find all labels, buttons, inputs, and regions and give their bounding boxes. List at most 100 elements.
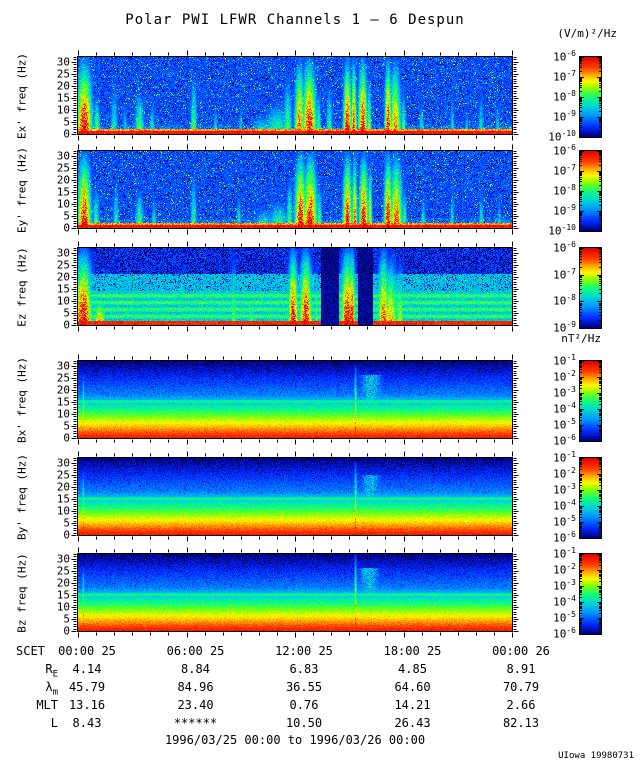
spectrogram-canvas-ey xyxy=(71,144,519,235)
colorbar-tick-bz--4: 10-4 xyxy=(553,593,576,609)
ephemeris-row-label-R: RE xyxy=(45,662,58,680)
ytick-ex-20: 20 xyxy=(56,79,70,93)
ytick-ey-10: 10 xyxy=(56,197,70,211)
ytick-ey-15: 15 xyxy=(56,185,70,199)
colorbar-tick-by--4: 10-4 xyxy=(553,497,576,513)
ytick-bz-20: 20 xyxy=(56,576,70,590)
ytick-ey-5: 5 xyxy=(63,209,70,223)
colorbar-canvas-ez xyxy=(572,241,608,335)
colorbar-tick-by--3: 10-3 xyxy=(553,481,576,497)
ephemeris-value-MLT-2: 0.76 xyxy=(289,698,319,712)
colorbar-canvas-by xyxy=(572,451,608,545)
ytick-bz-25: 25 xyxy=(56,564,70,578)
ephemeris-row-label-L: L xyxy=(50,716,58,730)
colorbar-tick-ey--6: 10-6 xyxy=(553,142,576,158)
figure-title: Polar PWI LFWR Channels 1 — 6 Despun xyxy=(125,12,465,28)
ytick-ex-30: 30 xyxy=(56,55,70,69)
magnetic-units-label: nT²/Hz xyxy=(561,332,601,345)
panel-ylabel-by: By' freq (Hz) xyxy=(15,453,29,540)
ephemeris-value-L-2: 10.50 xyxy=(285,716,323,730)
ytick-ez-25: 25 xyxy=(56,258,70,272)
panel-ylabel-bx: Bx' freq (Hz) xyxy=(15,356,29,443)
ephemeris-value-MLT-0: 13.16 xyxy=(68,698,106,712)
ephemeris-value-λ-1: 84.96 xyxy=(177,680,214,694)
ytick-ez-15: 15 xyxy=(56,282,70,296)
ephemeris-row-label-λ: λm xyxy=(45,680,58,698)
credit-label: UIowa 19980731 xyxy=(558,751,634,761)
ytick-by-25: 25 xyxy=(56,468,70,482)
ytick-ez-0: 0 xyxy=(63,318,70,332)
panel-ylabel-bz: Bz freq (Hz) xyxy=(15,552,29,633)
colorbar-canvas-bx xyxy=(572,354,608,448)
ephemeris-value-λ-2: 36.55 xyxy=(285,680,323,694)
colorbar-tick-bx--5: 10-5 xyxy=(553,416,576,432)
colorbar-tick-by--6: 10-6 xyxy=(553,529,576,545)
ytick-ey-20: 20 xyxy=(56,173,70,187)
colorbar-tick-ex--6: 10-6 xyxy=(553,48,576,64)
colorbar-canvas-bz xyxy=(572,547,608,641)
ephemeris-value-R-4: 8.91 xyxy=(506,662,536,676)
colorbar-canvas-ex xyxy=(572,50,608,144)
colorbar-tick-by--5: 10-5 xyxy=(553,513,576,529)
colorbar-tick-ex--8: 10-8 xyxy=(553,88,576,104)
colorbar-tick-ex--7: 10-7 xyxy=(553,68,576,84)
colorbar-tick-ez--7: 10-7 xyxy=(553,266,576,282)
ytick-ex-10: 10 xyxy=(56,103,70,117)
colorbar-tick-ez--9: 10-9 xyxy=(553,319,576,335)
ephemeris-value-MLT-1: 23.40 xyxy=(177,698,214,712)
colorbar-tick-ez--6: 10-6 xyxy=(553,239,576,255)
colorbar-tick-ey--9: 10-9 xyxy=(553,202,576,218)
scet-axis-label: SCET xyxy=(16,644,45,658)
electric-units-label: (V/m)²/Hz xyxy=(557,27,617,40)
ytick-ez-10: 10 xyxy=(56,294,70,308)
ephemeris-value-R-3: 4.85 xyxy=(398,662,427,676)
ytick-bx-30: 30 xyxy=(56,359,70,373)
date-range-label: 1996/03/25 00:00 to 1996/03/26 00:00 xyxy=(164,733,426,747)
ytick-ey-30: 30 xyxy=(56,149,70,163)
colorbar-tick-bx--1: 10-1 xyxy=(553,352,576,368)
ephemeris-row-label-MLT: MLT xyxy=(36,698,58,712)
ephemeris-value-λ-0: 45.79 xyxy=(68,680,106,694)
ytick-bx-0: 0 xyxy=(63,431,70,445)
ephemeris-value-MLT-3: 14.21 xyxy=(394,698,431,712)
ytick-bz-30: 30 xyxy=(56,552,70,566)
ytick-ey-25: 25 xyxy=(56,161,70,175)
ytick-bz-5: 5 xyxy=(63,612,70,626)
colorbar-tick-bz--6: 10-6 xyxy=(553,625,576,641)
ephemeris-value-R-2: 6.83 xyxy=(289,662,319,676)
ytick-by-20: 20 xyxy=(56,480,70,494)
panel-ylabel-ez: Ez freq (Hz) xyxy=(15,246,29,327)
colorbar-tick-bz--2: 10-2 xyxy=(553,561,576,577)
scet-tick-0: 00:00 25 xyxy=(58,644,116,658)
colorbar-tick-bz--1: 10-1 xyxy=(553,545,576,561)
spectrogram-canvas-bz xyxy=(71,547,519,638)
colorbar-tick-bx--6: 10-6 xyxy=(553,432,576,448)
colorbar-tick-bx--3: 10-3 xyxy=(553,384,576,400)
colorbar-tick-bz--3: 10-3 xyxy=(553,577,576,593)
ytick-ex-0: 0 xyxy=(63,127,70,141)
ephemeris-value-L-4: 82.13 xyxy=(502,716,540,730)
ephemeris-value-R-0: 4.14 xyxy=(72,662,102,676)
ytick-bz-15: 15 xyxy=(56,588,70,602)
spectrogram-canvas-ex xyxy=(71,50,519,141)
colorbar-tick-bx--2: 10-2 xyxy=(553,368,576,384)
ytick-ex-15: 15 xyxy=(56,91,70,105)
ytick-ez-30: 30 xyxy=(56,246,70,260)
colorbar-tick-by--2: 10-2 xyxy=(553,465,576,481)
ytick-bz-10: 10 xyxy=(56,600,70,614)
scet-tick-3: 18:00 25 xyxy=(383,644,442,658)
ytick-ex-25: 25 xyxy=(56,67,70,81)
ytick-bx-25: 25 xyxy=(56,371,70,385)
ephemeris-value-L-1: ****** xyxy=(173,716,218,730)
colorbar-tick-by--1: 10-1 xyxy=(553,449,576,465)
ephemeris-value-MLT-4: 2.66 xyxy=(506,698,536,712)
ytick-ex-5: 5 xyxy=(63,115,70,129)
colorbar-tick-ex--9: 10-9 xyxy=(553,108,576,124)
spectrogram-canvas-bx xyxy=(71,354,519,445)
colorbar-tick-ey--7: 10-7 xyxy=(553,162,576,178)
ytick-ey-0: 0 xyxy=(63,221,70,235)
panel-ylabel-ex: Ex' freq (Hz) xyxy=(15,52,29,139)
ytick-ez-20: 20 xyxy=(56,270,70,284)
colorbar-tick-bz--5: 10-5 xyxy=(553,609,576,625)
